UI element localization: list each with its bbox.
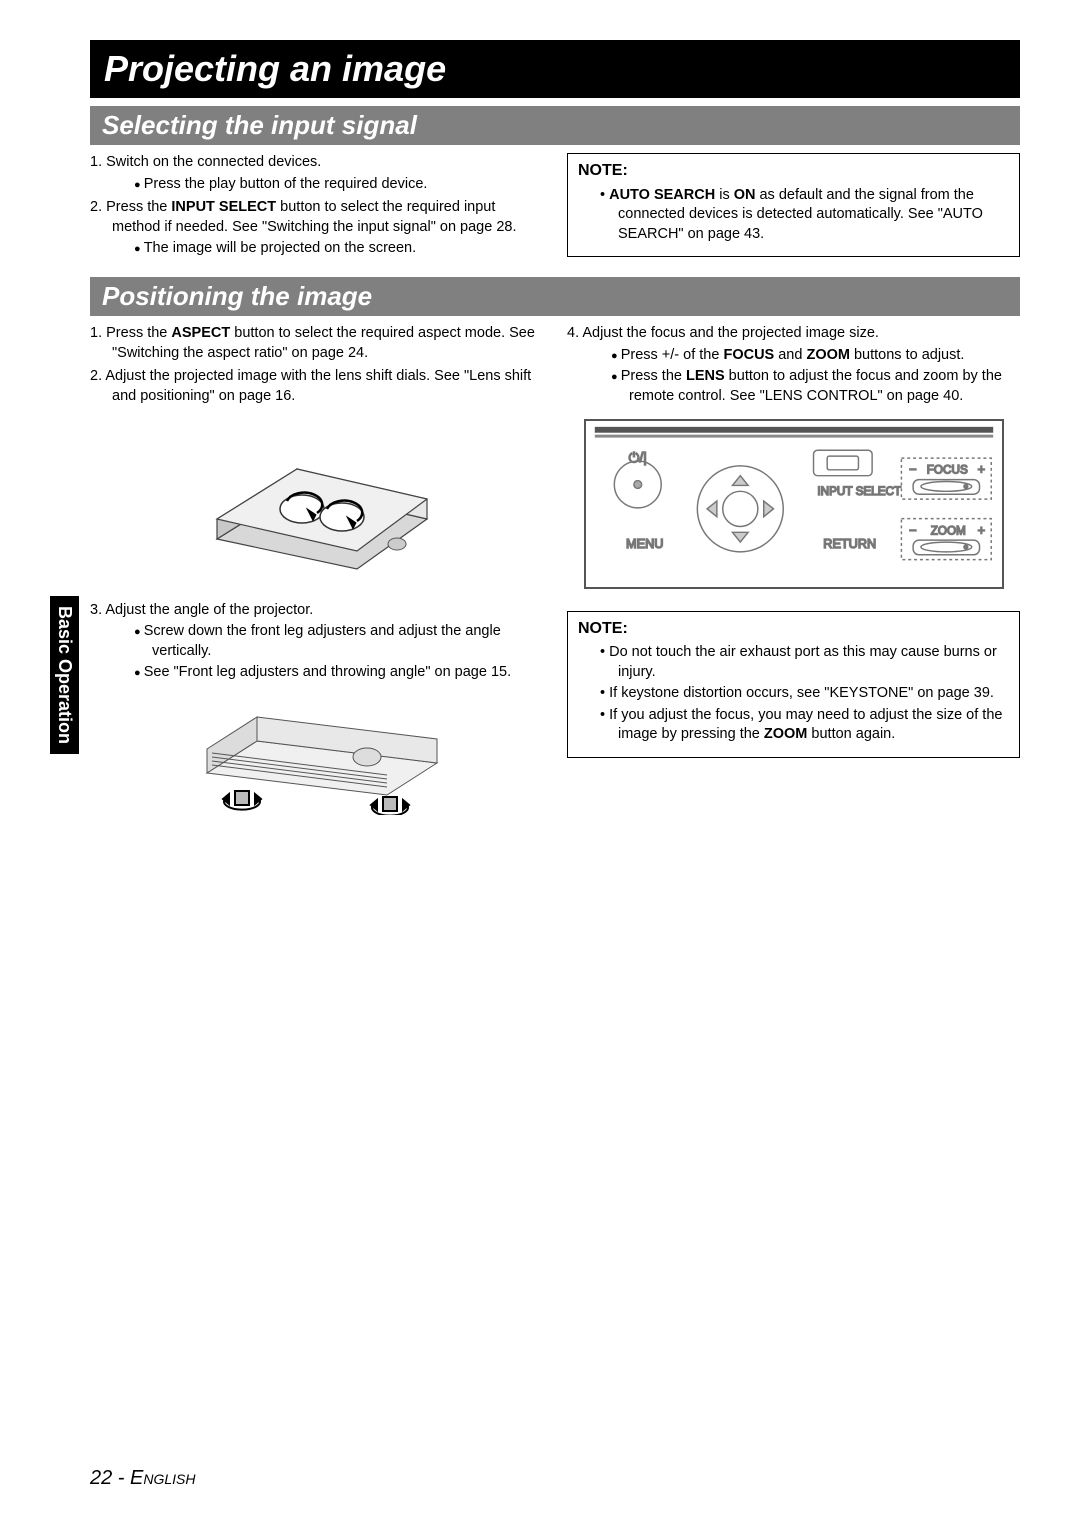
- side-tab: Basic Operation: [50, 596, 79, 754]
- svg-text:+: +: [977, 523, 984, 537]
- svg-text:ZOOM: ZOOM: [930, 524, 965, 537]
- step1-sub1: Press the play button of the required de…: [134, 175, 543, 195]
- positioning-left: 1. Press the ASPECT button to select the…: [90, 324, 543, 827]
- note2-3: If you adjust the focus, you may need to…: [600, 706, 1009, 745]
- pos-step4-sub2: Press the LENS button to adjust the focu…: [611, 367, 1020, 406]
- svg-text:FOCUS: FOCUS: [926, 463, 967, 476]
- note-title-2: NOTE:: [578, 618, 1009, 640]
- input-signal-left: 1. Switch on the connected devices. Pres…: [90, 153, 543, 267]
- page-footer: 22 - English: [90, 1467, 196, 1490]
- page-title: Projecting an image: [90, 40, 1020, 98]
- pos-step3-sub2: See "Front leg adjusters and throwing an…: [134, 663, 543, 683]
- note-title: NOTE:: [578, 160, 1009, 182]
- note2-1: Do not touch the air exhaust port as thi…: [600, 643, 1009, 682]
- pos-step1: 1. Press the ASPECT button to select the…: [90, 324, 543, 363]
- note-box-2: NOTE: Do not touch the air exhaust port …: [567, 611, 1020, 758]
- pos-step4: 4. Adjust the focus and the projected im…: [567, 324, 1020, 406]
- note-box-1: NOTE: AUTO SEARCH is ON as default and t…: [567, 153, 1020, 257]
- svg-text:RETURN: RETURN: [823, 536, 876, 550]
- step2-sub1: The image will be projected on the scree…: [134, 239, 543, 259]
- pos-step4-sub1: Press +/- of the FOCUS and ZOOM buttons …: [611, 346, 1020, 366]
- positioning-right: 4. Adjust the focus and the projected im…: [567, 324, 1020, 827]
- input-signal-right: NOTE: AUTO SEARCH is ON as default and t…: [567, 153, 1020, 267]
- note1: AUTO SEARCH is ON as default and the sig…: [600, 186, 1009, 245]
- control-panel-illustration: ⏻/| MENU INPUT SELECT RETURN: [584, 419, 1004, 589]
- svg-text:+: +: [977, 462, 984, 476]
- projector-illustration: [187, 419, 447, 589]
- step2: 2. Press the INPUT SELECT button to sele…: [90, 198, 543, 259]
- svg-text:INPUT SELECT: INPUT SELECT: [817, 485, 901, 498]
- svg-text:MENU: MENU: [626, 536, 663, 550]
- pos-step2: 2. Adjust the projected image with the l…: [90, 367, 543, 406]
- step1: 1. Switch on the connected devices. Pres…: [90, 153, 543, 194]
- page-number: 22 -: [90, 1467, 124, 1489]
- svg-text:−: −: [909, 462, 916, 476]
- language-label: English: [124, 1467, 195, 1489]
- pos-step3: 3. Adjust the angle of the projector. Sc…: [90, 601, 543, 683]
- section-input-signal: Selecting the input signal: [90, 106, 1020, 145]
- note2-2: If keystone distortion occurs, see "KEYS…: [600, 684, 1009, 704]
- section-positioning: Positioning the image: [90, 277, 1020, 316]
- svg-text:−: −: [909, 523, 916, 537]
- leg-adjuster-illustration: [187, 695, 447, 815]
- svg-text:⏻/|: ⏻/|: [628, 450, 646, 465]
- pos-step3-sub1: Screw down the front leg adjusters and a…: [134, 622, 543, 661]
